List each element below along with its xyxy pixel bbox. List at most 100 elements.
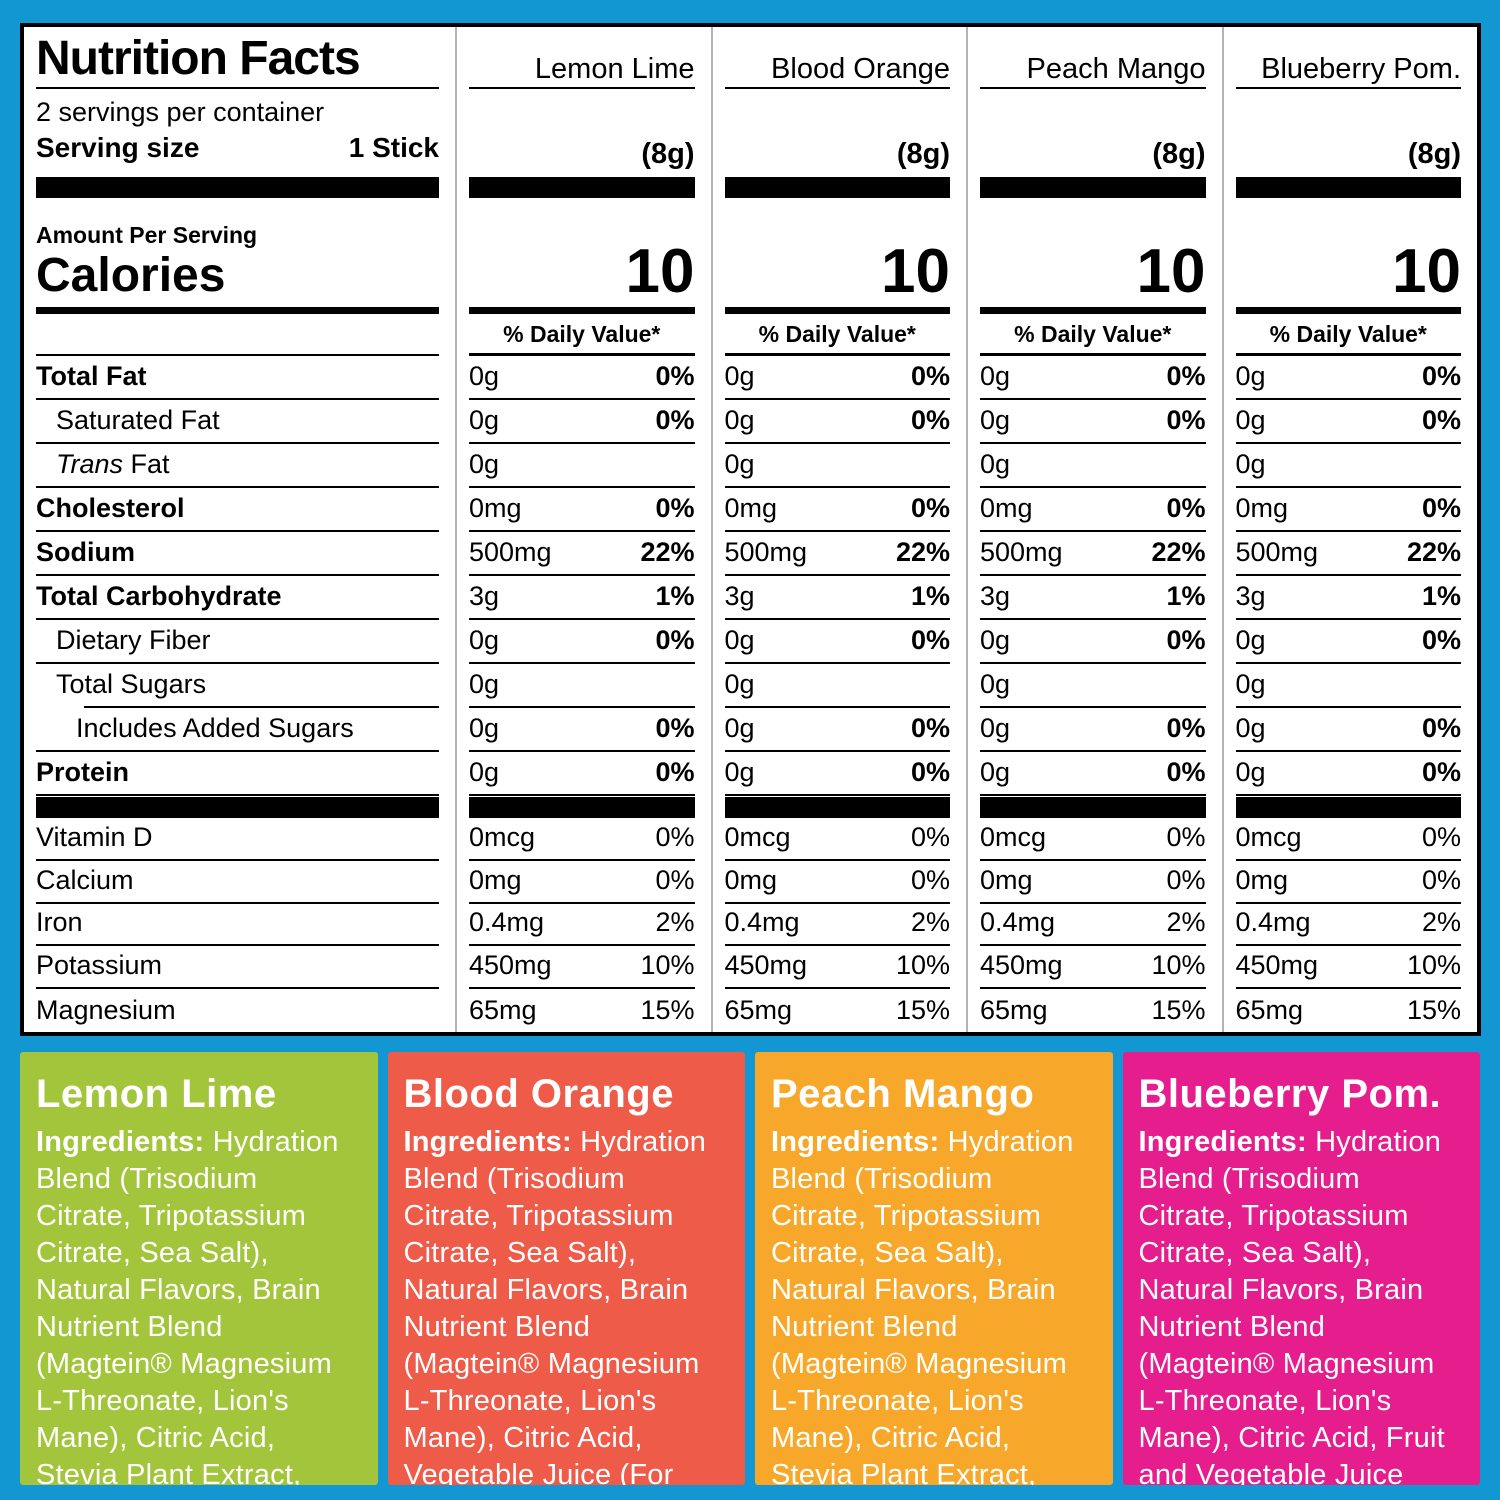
- row-rule: [469, 706, 695, 708]
- servings-per-container: 2 servings per container: [36, 97, 325, 127]
- vitamin-label-cell: Potassium: [24, 946, 455, 990]
- nutrient-percent: 22%: [1151, 537, 1206, 567]
- row-rule: [980, 858, 1206, 861]
- row-rule: [1235, 750, 1461, 752]
- nutrient-label-cell: Sodium: [24, 532, 455, 576]
- nutrient-value-cell: 0g 0%: [966, 752, 1222, 796]
- nutrient-percent: 22%: [895, 537, 950, 567]
- row-rule: [36, 794, 439, 796]
- nutrient-amount: 0g: [1235, 449, 1266, 479]
- vitamin-amount: 0mcg: [724, 821, 791, 852]
- nutrient-label-cell: Includes Added Sugars: [24, 708, 455, 752]
- nutrient-value-cell: 0g: [455, 444, 711, 488]
- flavor-panel-title: Blood Orange: [403, 1072, 674, 1116]
- vitamin-value-cell: 0mg 0%: [966, 860, 1222, 904]
- nf-nutrient-rows: Total Fat 0g 0% 0g 0% 0g 0% 0g 0% Saturated Fat 0g…: [24, 356, 1477, 796]
- nutrient-percent: 0%: [910, 625, 950, 655]
- row-rule: [724, 574, 950, 576]
- nutrient-value-cell: 500mg 22%: [455, 532, 711, 576]
- nutrient-label-cell: Dietary Fiber: [24, 620, 455, 664]
- flavor-panel-title: Lemon Lime: [36, 1072, 277, 1116]
- nutrient-row: Total Sugars 0g 0g 0g 0g: [24, 664, 1477, 708]
- vitamin-percent: 2%: [910, 907, 950, 938]
- nutrient-value-cell: 0g 0%: [966, 356, 1222, 400]
- nutrient-row: Dietary Fiber 0g 0% 0g 0% 0g 0% 0g 0%: [24, 620, 1477, 664]
- nutrient-percent: 0%: [1421, 361, 1461, 391]
- row-rule: [36, 901, 439, 904]
- nutrient-amount: 0g: [1235, 625, 1266, 655]
- nutrient-percent: 0%: [910, 757, 950, 787]
- calories-value-cell: 10: [455, 198, 711, 314]
- nutrient-amount: 0g: [724, 449, 755, 479]
- row-rule: [469, 750, 695, 752]
- row-rule: [469, 944, 695, 947]
- nutrient-label-cell: Saturated Fat: [24, 400, 455, 444]
- nutrient-value-cell: 0mg 0%: [455, 488, 711, 532]
- row-rule: [980, 618, 1206, 620]
- row-rule: [469, 530, 695, 532]
- nutrient-value-cell: 0g 0%: [710, 356, 967, 400]
- bar-cell: [455, 796, 711, 818]
- calories-rule: [469, 307, 695, 314]
- vitamin-value-cell: 450mg 10%: [966, 946, 1222, 990]
- vitamin-percent: 0%: [1166, 864, 1206, 895]
- nutrient-value-cell: 0g 0%: [710, 708, 967, 752]
- row-rule: [36, 750, 439, 752]
- ingredients-label: Ingredients:: [403, 1126, 572, 1158]
- vitamin-percent: 2%: [1421, 907, 1461, 938]
- vitamin-label-cell: Iron: [24, 904, 455, 947]
- vitamin-row: Iron 0.4mg 2% 0.4mg 2% 0.4mg 2% 0.4mg 2%: [24, 903, 1477, 947]
- nutrient-value-cell: 500mg 22%: [1221, 532, 1478, 576]
- nutrient-row: Total Fat 0g 0% 0g 0% 0g 0% 0g 0%: [24, 356, 1477, 400]
- nutrient-value-cell: 0g: [1221, 444, 1478, 488]
- row-rule: [980, 662, 1206, 664]
- nutrient-value-cell: 0g 0%: [455, 400, 711, 444]
- row-rule: [724, 618, 950, 620]
- nutrient-amount: 0g: [469, 361, 500, 391]
- daily-value-rule: [980, 353, 1206, 356]
- vitamin-value-cell: 0mcg 0%: [710, 818, 967, 861]
- daily-value-header-cell: % Daily Value*: [1221, 314, 1478, 356]
- serving-size-row: Serving size 1 Stick: [36, 132, 439, 164]
- vitamin-percent: 0%: [655, 821, 695, 852]
- vitamin-value-cell: 0mcg 0%: [455, 818, 711, 861]
- row-rule: [469, 398, 695, 400]
- nutrient-label: Protein: [36, 757, 130, 787]
- row-rule: [724, 486, 950, 488]
- nutrient-percent: 0%: [655, 757, 695, 787]
- vitamin-amount: 0mg: [1235, 864, 1289, 895]
- nutrient-amount: 0g: [980, 361, 1011, 391]
- flavor-header-cell: Blueberry Pom. (8g): [1221, 27, 1478, 176]
- vitamin-percent: 2%: [655, 907, 695, 938]
- daily-value-header: % Daily Value*: [1269, 321, 1427, 347]
- vitamin-label: Magnesium: [36, 994, 176, 1025]
- nutrient-amount: 3g: [469, 581, 500, 611]
- vitamin-amount: 0mg: [980, 864, 1033, 895]
- row-rule: [980, 398, 1206, 400]
- vitamin-percent: 0%: [655, 864, 695, 895]
- flavor-name-rule: [469, 87, 695, 89]
- vitamin-percent: 10%: [895, 950, 950, 981]
- row-rule: [1235, 706, 1461, 708]
- nf-header-row: Nutrition Facts 2 servings per container…: [24, 27, 1477, 176]
- row-rule: [1235, 486, 1461, 488]
- nutrient-percent: 0%: [1421, 405, 1461, 435]
- bar-cell: [24, 796, 455, 818]
- nutrient-amount: 0g: [980, 757, 1011, 787]
- vitamin-label-cell: Calcium: [24, 861, 455, 904]
- nutrient-percent: 0%: [655, 713, 695, 743]
- nutrient-row: Includes Added Sugars 0g 0% 0g 0% 0g 0% 0g 0%: [24, 708, 1477, 752]
- daily-value-rule: [469, 353, 695, 356]
- ingredient-panels: Lemon Lime Ingredients: Hydration Blend (…: [20, 1052, 1480, 1485]
- row-rule: [1235, 944, 1461, 947]
- nutrient-percent: 22%: [1406, 537, 1461, 567]
- nutrient-amount: 0g: [469, 669, 500, 699]
- nutrient-value-cell: 0g 0%: [710, 752, 967, 796]
- nutrient-value-cell: 3g 1%: [710, 576, 967, 620]
- row-rule: [980, 750, 1206, 752]
- vitamin-percent: 15%: [895, 994, 950, 1025]
- row-rule: [36, 944, 439, 947]
- vitamin-percent: 15%: [1151, 994, 1206, 1025]
- row-rule: [724, 530, 950, 532]
